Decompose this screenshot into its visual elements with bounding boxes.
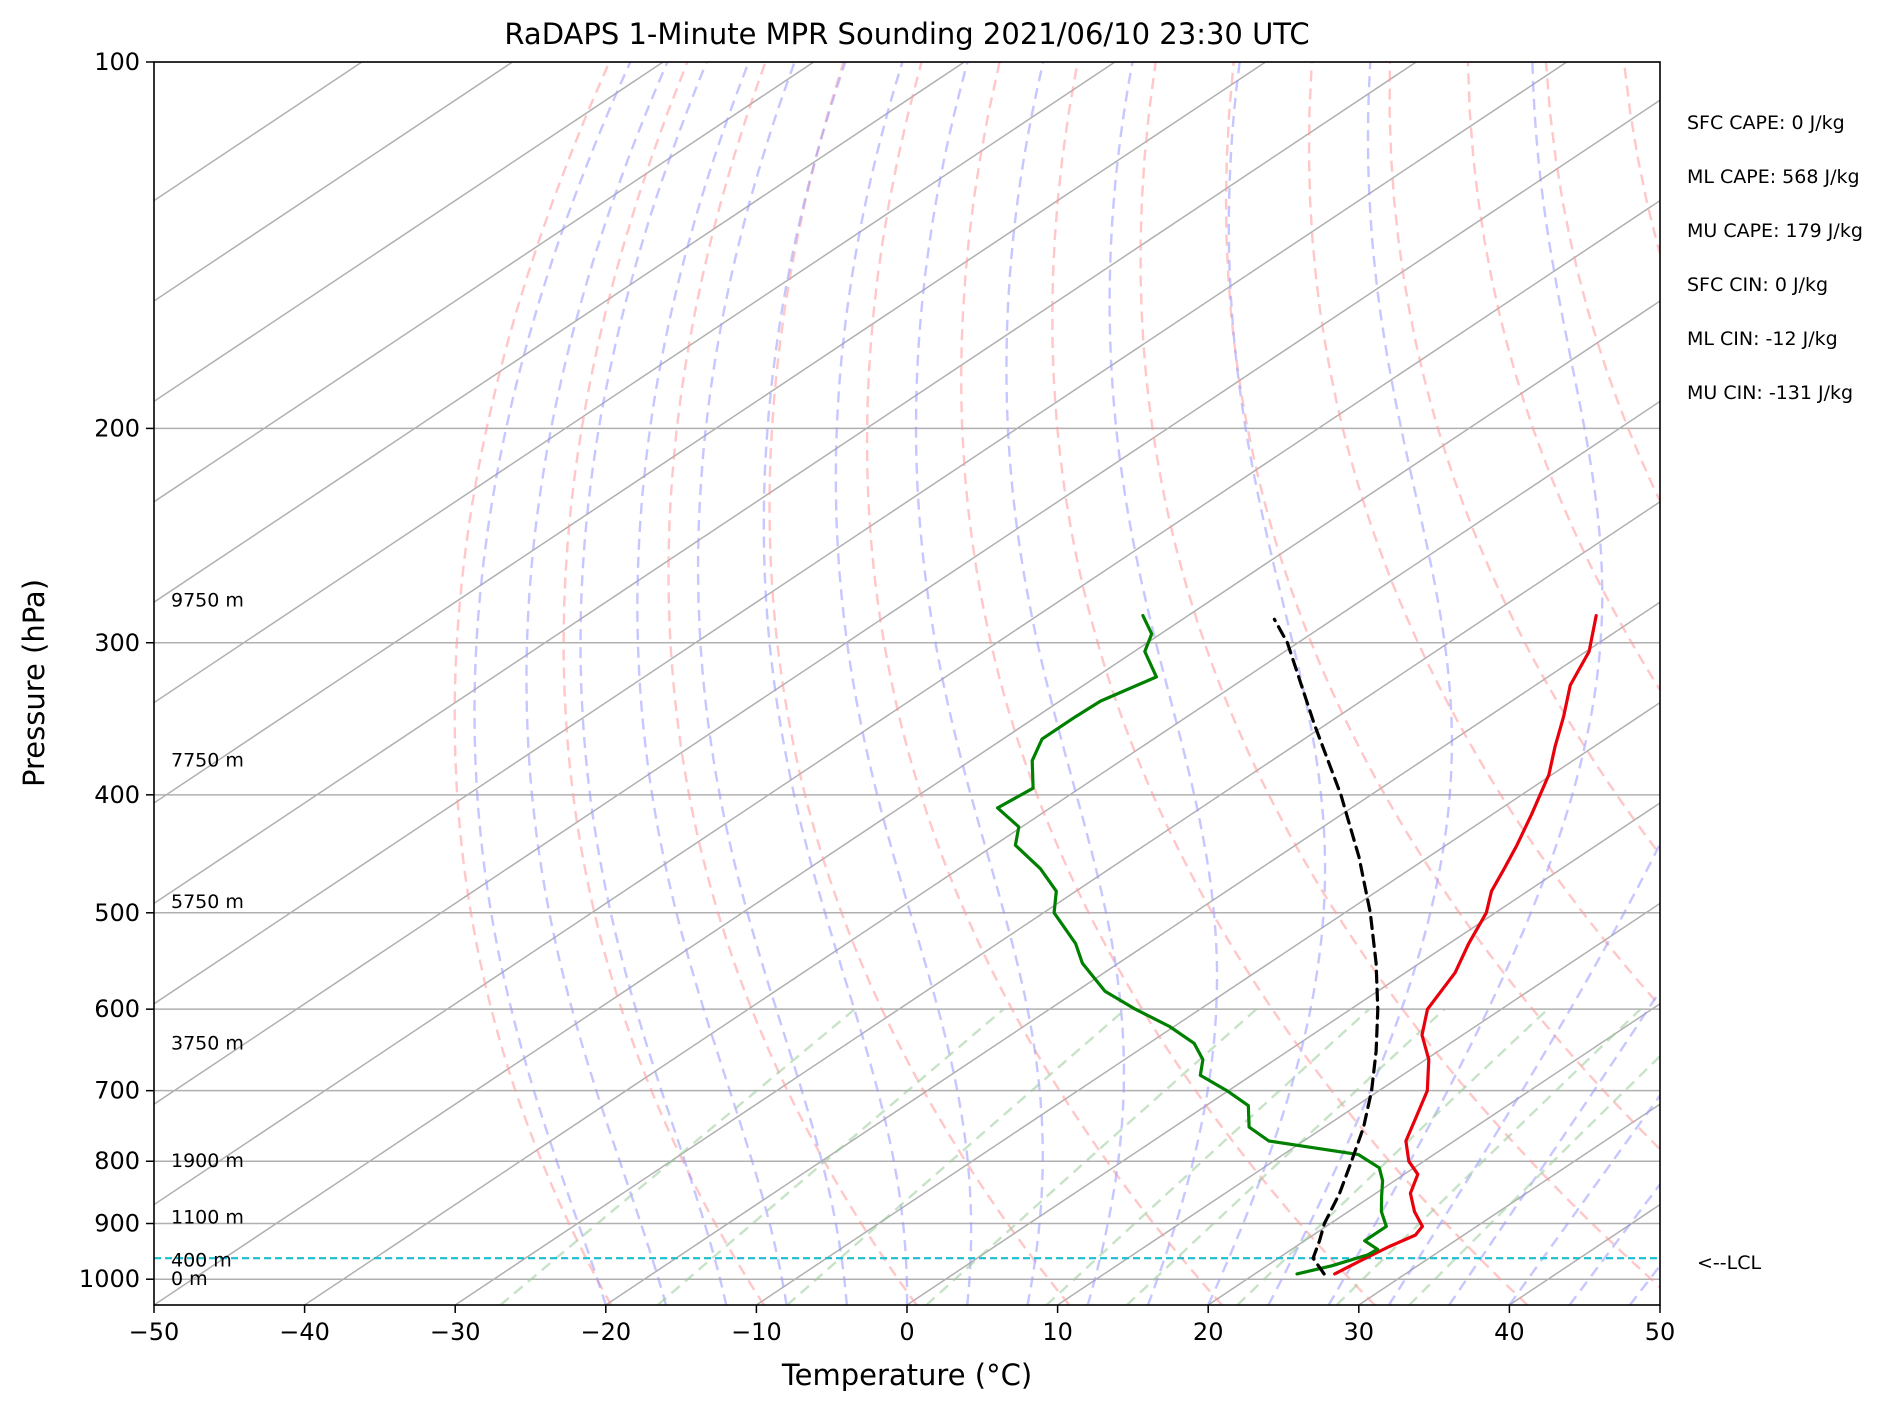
x-tick-label: −50: [129, 1318, 180, 1346]
index-annotation: SFC CAPE: 0 J/kg: [1687, 112, 1845, 134]
moist-adiabat-line: [696, 62, 848, 1305]
moist-adiabat-line: [1207, 62, 1327, 1305]
moist-adiabat-line: [1327, 62, 1604, 1305]
isotherm-line: [304, 400, 1660, 1305]
index-annotation: ML CAPE: 568 J/kg: [1687, 166, 1860, 188]
mixing-ratio-line: [1126, 1008, 1446, 1305]
dry-adiabat-line: [1139, 62, 1660, 1289]
grid-layer: [154, 62, 1660, 1305]
x-tick-label: 20: [1193, 1318, 1224, 1346]
isotherm-line: [154, 62, 965, 604]
mixing-ratio-line: [657, 1008, 1005, 1305]
mixing-ratio-line: [1408, 1054, 1660, 1305]
dry-adiabat-line: [1224, 62, 1660, 1151]
moist-adiabat-line: [834, 62, 973, 1305]
index-annotation: SFC CIN: 0 J/kg: [1687, 274, 1828, 296]
isotherm-line: [154, 62, 664, 403]
isotherm-line: [154, 62, 1417, 905]
height-label: 400 m: [171, 1249, 232, 1271]
labels-layer: −50 −40 −30 −20 −10 0 10 20 30 40 50 1000 900 800 700 6…: [79, 48, 1863, 1346]
mixing-ratio-line: [1335, 1008, 1642, 1305]
mixing-ratio-line: [1045, 1008, 1371, 1305]
x-tick-label: −30: [430, 1318, 481, 1346]
isotherm-line: [154, 62, 513, 302]
moist-adiabat-line: [1267, 62, 1454, 1305]
x-tick-label: −20: [580, 1318, 631, 1346]
reference-lines-layer: [453, 62, 1660, 1305]
mixing-ratio-line: [786, 1008, 1127, 1305]
height-label: 1100 m: [171, 1207, 244, 1229]
ticks-layer: [146, 61, 1661, 1313]
x-tick-label: 10: [1042, 1318, 1073, 1346]
isotherm-line: [154, 199, 1660, 1206]
y-tick-label: 100: [94, 48, 140, 76]
temperature-profile-line: [1333, 614, 1598, 1276]
isotherm-line: [154, 62, 1116, 704]
dry-adiabat-line: [865, 62, 1223, 1305]
isotherm-line: [1057, 902, 1660, 1305]
x-tick-label: −40: [279, 1318, 330, 1346]
height-label: 3750 m: [171, 1032, 244, 1054]
dry-adiabat-line: [1466, 62, 1660, 692]
height-label: 9750 m: [171, 590, 244, 612]
moist-adiabat-line: [762, 62, 909, 1305]
isotherm-line: [454, 500, 1660, 1305]
isotherm-line: [605, 601, 1660, 1305]
series-layer: [154, 614, 1660, 1276]
y-tick-label: 300: [94, 629, 140, 657]
x-axis-label: Temperature (°C): [781, 1358, 1032, 1392]
y-tick-label: 600: [94, 995, 140, 1023]
moist-adiabat-line: [525, 62, 669, 1305]
dry-adiabat-line: [667, 62, 918, 1305]
x-tick-label: −10: [731, 1318, 782, 1346]
x-tick-label: 30: [1344, 1318, 1375, 1346]
moist-adiabat-line: [579, 62, 728, 1305]
dry-adiabat-line: [768, 62, 1071, 1305]
y-tick-label: 900: [94, 1210, 140, 1238]
moist-adiabat-line: [1005, 62, 1126, 1305]
y-axis-label: Pressure (hPa): [17, 579, 51, 787]
dry-adiabat-line: [453, 62, 613, 1305]
dry-adiabat-line: [1051, 62, 1529, 1305]
index-annotation: ML CIN: -12 J/kg: [1687, 328, 1838, 350]
dry-adiabat-line: [1307, 62, 1660, 1008]
y-tick-label: 800: [94, 1147, 140, 1175]
x-tick-label: 0: [899, 1318, 914, 1346]
isotherm-line: [154, 99, 1660, 1106]
dry-adiabat-line: [562, 62, 765, 1305]
isotherm-line: [154, 300, 1660, 1305]
isotherm-line: [755, 701, 1660, 1305]
y-tick-label: 700: [94, 1077, 140, 1105]
mixing-ratio-line: [1236, 1008, 1549, 1305]
mixing-ratio-line: [499, 1008, 856, 1305]
x-tick-label: 40: [1494, 1318, 1525, 1346]
isotherm-line: [154, 62, 815, 503]
isotherm-line: [154, 62, 1568, 1005]
y-tick-label: 200: [94, 414, 140, 442]
height-label: 5750 m: [171, 891, 244, 913]
y-tick-label: 400: [94, 781, 140, 809]
mixing-ratio-line: [925, 1008, 1258, 1305]
lcl-label: <--LCL: [1697, 1252, 1761, 1274]
parcel-path-line: [1272, 617, 1380, 1276]
isotherm-line: [154, 62, 1266, 804]
moist-adiabat-line: [473, 62, 632, 1305]
dry-adiabat-line: [959, 62, 1376, 1305]
chart-title: RaDAPS 1-Minute MPR Sounding 2021/06/10 …: [504, 17, 1309, 51]
moist-adiabat-line: [1108, 62, 1219, 1305]
y-tick-label: 1000: [79, 1265, 140, 1293]
y-tick-label: 500: [94, 899, 140, 927]
index-annotation: MU CAPE: 179 J/kg: [1687, 220, 1863, 242]
height-label: 7750 m: [171, 750, 244, 772]
height-label: 0 m: [171, 1268, 208, 1290]
moist-adiabat-line: [636, 62, 788, 1305]
isotherm-line: [906, 802, 1660, 1305]
dewpoint-profile-line: [996, 614, 1388, 1276]
x-tick-label: 50: [1645, 1318, 1676, 1346]
dry-adiabat-line: [1388, 62, 1660, 857]
height-label: 1900 m: [171, 1150, 244, 1172]
index-annotation: MU CIN: -131 J/kg: [1687, 382, 1853, 404]
